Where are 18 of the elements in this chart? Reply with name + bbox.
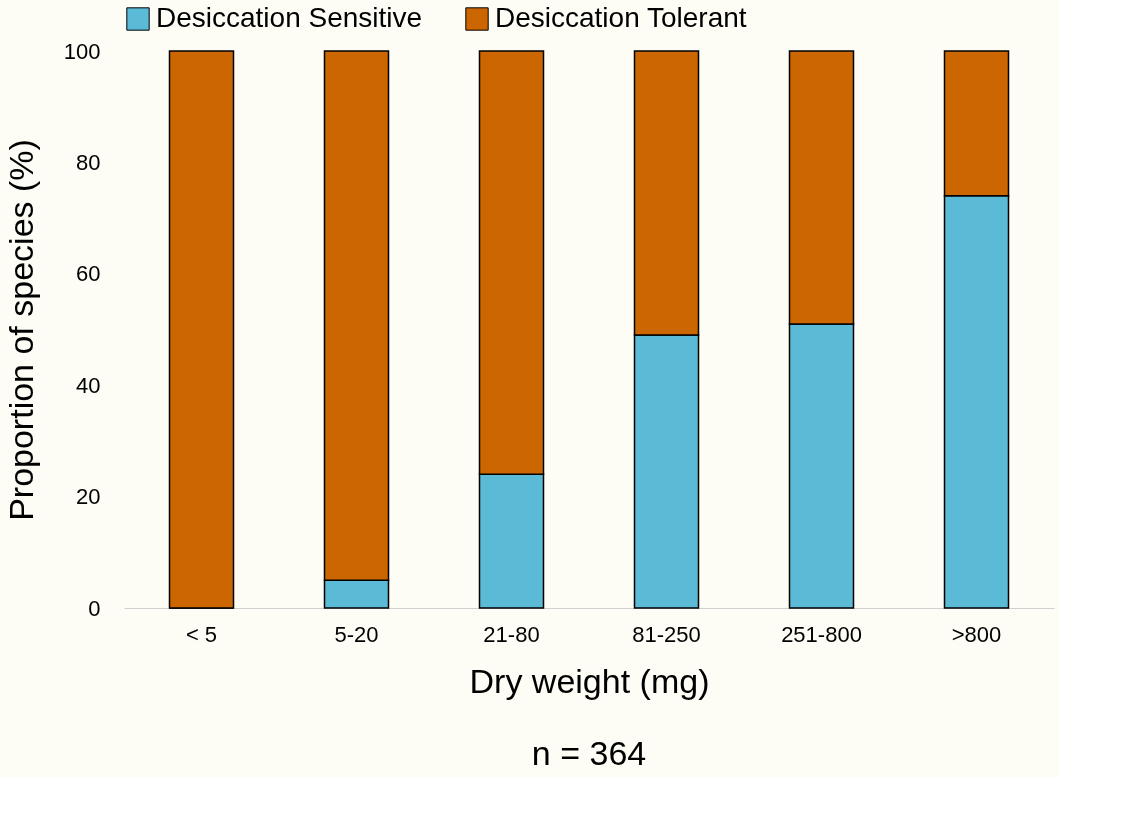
bar [168, 50, 235, 609]
x-axis-title: Dry weight (mg) [469, 661, 710, 700]
x-tick-label: 81-250 [632, 621, 701, 647]
x-tick-label: < 5 [185, 621, 218, 647]
x-tick-label: 5-20 [334, 621, 379, 647]
y-tick-label: 80 [76, 149, 101, 175]
x-tick-label: >800 [951, 621, 1002, 647]
x-tick-label: 21-80 [483, 621, 540, 647]
legend-label: Desiccation Tolerant [495, 2, 747, 33]
y-tick-label: 100 [63, 38, 101, 64]
y-axis-title: Proportion of species (%) [1, 139, 40, 521]
y-tick-label: 0 [88, 595, 101, 621]
legend-label: Desiccation Sensitive [156, 2, 423, 33]
y-tick-label: 20 [76, 484, 101, 510]
y-tick-label: 40 [76, 372, 101, 398]
y-tick-label: 60 [76, 261, 101, 287]
x-tick-label: 251-800 [781, 621, 862, 647]
text: n = 364 [531, 734, 647, 772]
